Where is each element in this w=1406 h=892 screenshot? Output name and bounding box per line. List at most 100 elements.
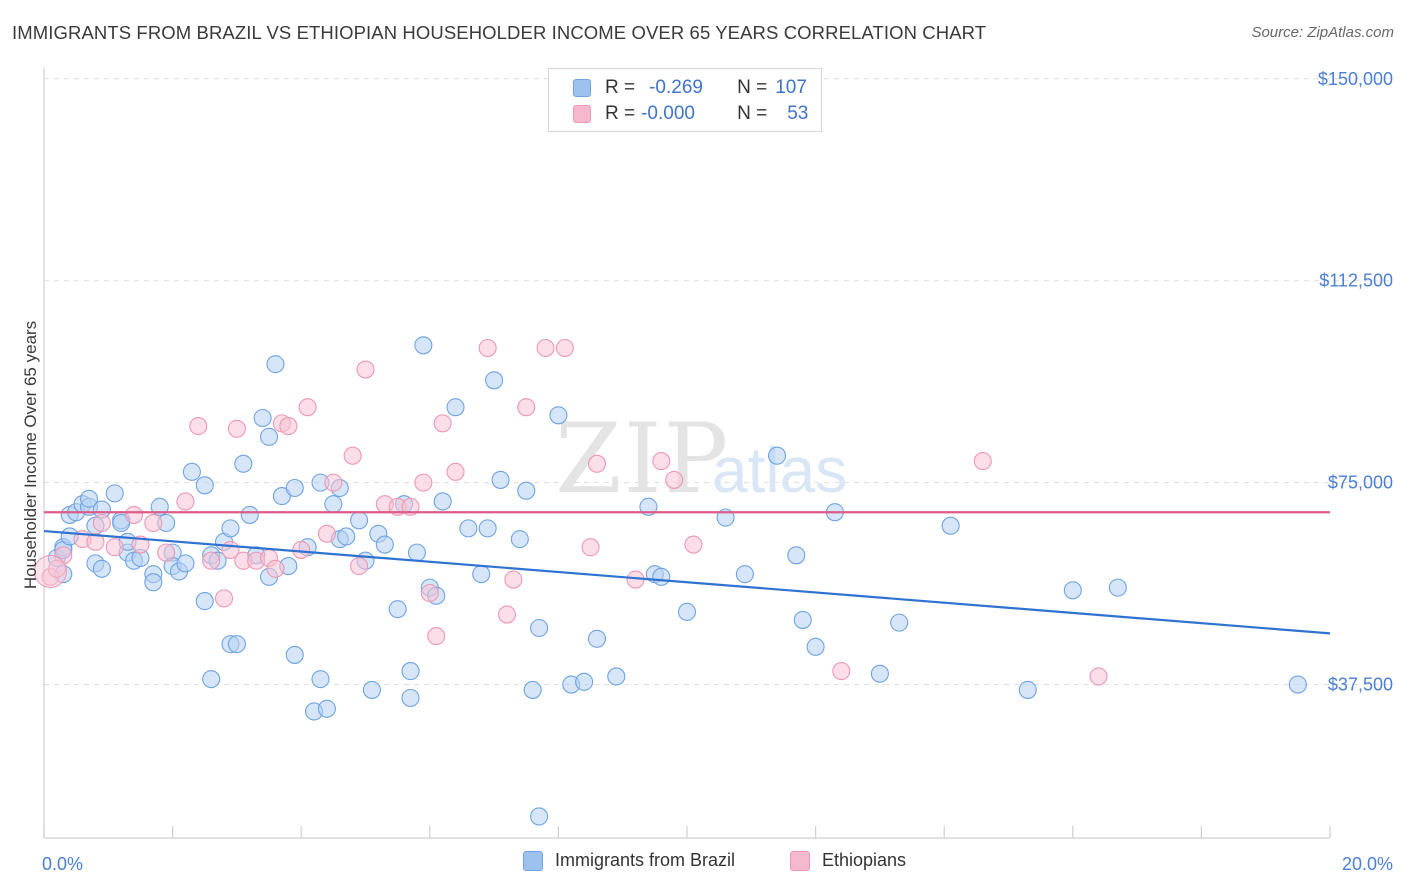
legend-swatch-ethiopians	[573, 105, 591, 123]
point-ethiopians-4	[92, 513, 111, 533]
point-ethiopians-50	[973, 452, 992, 471]
point-brazil-97	[793, 610, 812, 629]
point-ethiopians-35	[433, 414, 452, 433]
point-brazil-30	[195, 476, 214, 495]
legend-row-brazil: R = -0.269 N = 107	[573, 75, 807, 101]
point-ethiopians-9	[157, 543, 176, 562]
point-brazil-22	[144, 573, 163, 592]
point-ethiopians-34	[427, 627, 446, 646]
point-ethiopians-12	[202, 551, 221, 570]
point-brazil-83	[530, 807, 549, 826]
point-brazil-9	[79, 489, 99, 508]
point-brazil-54	[317, 699, 336, 718]
point-ethiopians-39	[504, 570, 523, 589]
point-ethiopians-40	[517, 398, 536, 417]
point-ethiopians-5	[105, 538, 124, 557]
point-ethiopians-15	[227, 419, 246, 438]
point-ethiopians-27	[350, 557, 369, 576]
point-brazil-75	[472, 565, 491, 584]
legend-n-value: 107	[775, 77, 807, 98]
point-ethiopians-43	[581, 538, 600, 557]
point-brazil-94	[735, 565, 754, 584]
correlation-legend: R = -0.269 N = 107 R = -0.000 N = 53	[548, 68, 822, 132]
point-brazil-84	[549, 406, 568, 425]
point-ethiopians-6	[124, 505, 144, 524]
point-brazil-80	[517, 481, 536, 500]
point-brazil-93	[716, 508, 735, 527]
point-ethiopians-49	[832, 662, 851, 681]
point-brazil-81	[523, 680, 542, 699]
y-axis-label: Householder Income Over 65 years	[21, 321, 40, 589]
point-ethiopians-42	[555, 338, 574, 358]
point-brazil-76	[478, 519, 497, 538]
point-ethiopians-11	[189, 417, 208, 436]
bottom-legend-ethiopians: Ethiopians	[790, 850, 906, 871]
point-brazil-73	[446, 398, 465, 417]
legend-r-value: -0.269	[649, 77, 703, 98]
point-brazil-43	[259, 427, 279, 446]
point-brazil-52	[311, 670, 330, 689]
point-brazil-48	[285, 478, 304, 498]
legend-n-value: 53	[787, 103, 809, 124]
y-tick-label-3: $37,500	[1328, 675, 1393, 695]
point-ethiopians-13	[214, 589, 234, 608]
point-brazil-49	[285, 645, 304, 664]
point-brazil-105	[1108, 578, 1127, 597]
point-ethiopians-28	[356, 360, 375, 379]
point-brazil-96	[787, 546, 806, 565]
watermark-zip: ZIP	[555, 403, 730, 515]
point-brazil-12	[92, 559, 111, 578]
point-brazil-39	[234, 454, 253, 473]
point-brazil-29	[182, 462, 201, 481]
point-brazil-92	[677, 602, 697, 621]
point-brazil-103	[1018, 680, 1037, 699]
point-ethiopians-52	[47, 559, 66, 578]
point-ethiopians-21	[279, 417, 298, 436]
point-ethiopians-33	[420, 583, 439, 603]
point-brazil-74	[459, 519, 478, 538]
y-tick-label-1: $112,500	[1319, 271, 1393, 291]
point-brazil-55	[324, 495, 343, 514]
point-ethiopians-37	[478, 338, 497, 358]
point-ethiopians-24	[317, 524, 336, 543]
point-brazil-68	[407, 543, 426, 562]
trend-lines	[43, 511, 1331, 635]
series-ethiopians-points	[33, 338, 1108, 686]
point-brazil-46	[272, 487, 291, 506]
point-brazil-16	[112, 513, 131, 533]
point-ethiopians-3	[86, 532, 105, 551]
point-ethiopians-31	[401, 497, 420, 516]
legend-r-label: R =	[605, 103, 636, 124]
y-tick-label-2: $75,000	[1328, 473, 1393, 493]
point-brazil-88	[607, 667, 626, 686]
bottom-legend-swatch-brazil	[523, 850, 543, 871]
x-tick-label-1: 20.0%	[1342, 854, 1393, 874]
point-brazil-104	[1063, 581, 1082, 600]
point-brazil-23	[150, 497, 169, 516]
point-brazil-101	[890, 613, 909, 632]
point-ethiopians-8	[144, 513, 163, 533]
point-ethiopians-46	[652, 452, 671, 471]
point-ethiopians-19	[266, 559, 285, 578]
point-brazil-40	[240, 505, 259, 524]
legend-r-label: R =	[605, 77, 636, 98]
point-brazil-98	[806, 637, 825, 656]
point-brazil-61	[362, 680, 381, 699]
bottom-legend-swatch-ethiopians	[790, 850, 810, 871]
point-brazil-64	[388, 600, 407, 619]
point-ethiopians-48	[684, 535, 703, 554]
point-ethiopians-23	[298, 398, 317, 417]
point-brazil-82	[530, 618, 549, 638]
point-ethiopians-47	[665, 470, 684, 489]
watermark-atlas: atlas	[712, 434, 847, 506]
point-brazil-63	[375, 535, 394, 554]
point-brazil-45	[266, 355, 285, 374]
y-tick-label-0: $150,000	[1318, 69, 1393, 89]
watermark: ZIP atlas	[555, 403, 847, 515]
point-brazil-86	[575, 672, 594, 691]
point-ethiopians-41	[536, 338, 555, 358]
point-brazil-87	[587, 629, 607, 648]
point-brazil-33	[202, 670, 221, 689]
point-brazil-77	[485, 371, 504, 390]
chart-title: IMMIGRANTS FROM BRAZIL VS ETHIOPIAN HOUS…	[12, 22, 987, 43]
